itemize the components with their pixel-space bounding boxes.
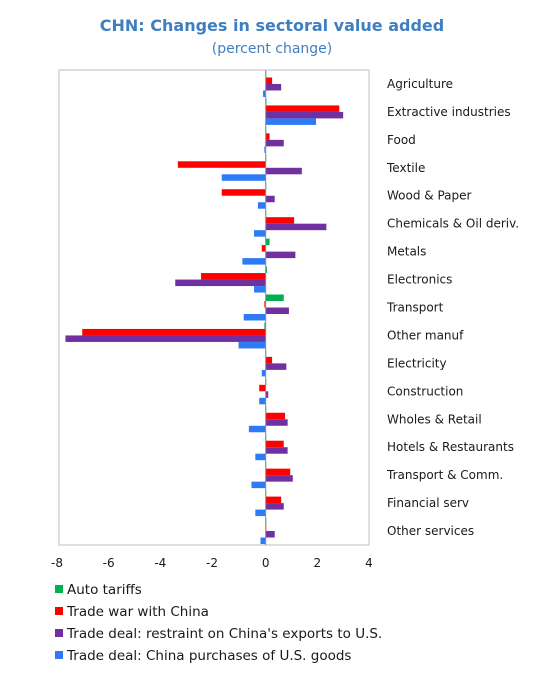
- category-label-food: Food: [387, 133, 416, 147]
- bar-textile-series-4: [221, 174, 266, 181]
- legend-swatch-3: [55, 629, 63, 637]
- bar-wholes-retail-series-4: [248, 425, 266, 433]
- legend-label-4: Trade deal: China purchases of U.S. good…: [66, 648, 351, 664]
- category-label-hotels-restaurants: Hotels & Restaurants: [387, 440, 514, 454]
- category-label-chemicals-oil-deriv: Chemicals & Oil deriv.: [387, 217, 519, 231]
- bar-electricity-series-2: [265, 356, 273, 364]
- bar-hotels-restaurants-series-2: [265, 440, 284, 448]
- bar-construction-series-2: [259, 384, 266, 392]
- x-tick-label: -4: [154, 556, 166, 570]
- x-tick-label: -6: [103, 556, 115, 570]
- bar-transport-series-4: [243, 314, 266, 321]
- bar-other-manuf-series-1: [264, 322, 266, 329]
- x-tick-label: -8: [51, 556, 63, 570]
- bar-other-manuf-series-4: [238, 341, 266, 349]
- x-tick-label: 0: [262, 556, 270, 570]
- bar-wood-paper-series-4: [257, 202, 266, 209]
- bar-transport-series-1: [265, 294, 284, 301]
- x-tick-label: -2: [206, 556, 218, 570]
- bar-food-series-3: [265, 139, 284, 147]
- category-labels: Agriculture Extractive industries Food Text…: [386, 77, 519, 538]
- bar-textile-series-2: [177, 161, 266, 168]
- category-label-extractive-industries: Extractive industries: [387, 105, 511, 119]
- bar-food-series-2: [265, 133, 270, 140]
- bar-electricity-series-3: [265, 363, 287, 370]
- bar-wood-paper-series-2: [221, 189, 266, 196]
- category-label-construction: Construction: [387, 384, 463, 398]
- bar-wood-paper-series-3: [265, 195, 275, 203]
- bar-transport-comm-series-4: [251, 481, 266, 489]
- category-label-financial-serv: Financial serv: [387, 496, 469, 510]
- category-label-other-manuf: Other manuf: [387, 328, 464, 342]
- bar-other-services-series-3: [265, 531, 275, 538]
- bar-agriculture-series-3: [265, 83, 282, 91]
- bar-metals-series-3: [265, 251, 296, 259]
- bar-electronics-series-4: [254, 286, 266, 293]
- bar-food-series-4: [264, 146, 266, 153]
- bar-transport-series-3: [265, 307, 289, 314]
- bar-other-manuf-series-3: [65, 335, 266, 342]
- bar-construction-series-4: [259, 397, 266, 405]
- category-label-transport-comm: Transport & Comm.: [386, 468, 503, 482]
- bar-hotels-restaurants-series-4: [255, 453, 266, 461]
- bar-electronics-series-1: [265, 266, 267, 274]
- chart-subtitle: (percent change): [212, 41, 333, 57]
- bars: [65, 70, 344, 545]
- bar-financial-serv-series-4: [255, 509, 266, 517]
- bar-transport-comm-series-2: [265, 468, 291, 476]
- x-tick-label: 2: [314, 556, 322, 570]
- legend-label-1: Auto tariffs: [67, 582, 142, 598]
- bar-textile-series-3: [265, 167, 302, 175]
- legend-swatch-2: [55, 607, 63, 615]
- bar-electronics-series-3: [175, 279, 266, 287]
- category-label-electronics: Electronics: [387, 273, 452, 287]
- legend-label-2: Trade war with China: [66, 604, 209, 620]
- bar-hotels-restaurants-series-3: [265, 447, 288, 454]
- category-label-metals: Metals: [387, 245, 426, 259]
- category-label-agriculture: Agriculture: [387, 77, 453, 91]
- category-label-electricity: Electricity: [387, 356, 447, 370]
- bar-chemicals-oil-deriv-series-2: [265, 217, 295, 224]
- bar-extractive-industries-series-2: [265, 105, 340, 112]
- bar-chemicals-oil-deriv-series-3: [265, 223, 327, 231]
- legend-swatch-1: [55, 585, 63, 593]
- bar-chemicals-oil-deriv-series-4: [254, 230, 266, 237]
- bar-extractive-industries-series-4: [265, 118, 317, 125]
- bar-wholes-retail-series-2: [265, 412, 286, 420]
- bar-other-services-series-4: [260, 537, 266, 545]
- bar-electricity-series-4: [261, 369, 266, 377]
- bar-transport-comm-series-3: [265, 475, 293, 482]
- bar-transport-series-2: [264, 301, 266, 308]
- category-label-transport: Transport: [386, 301, 444, 315]
- plot-border: [58, 69, 370, 546]
- chart-title: CHN: Changes in sectoral value added: [100, 16, 444, 35]
- category-label-other-services: Other services: [387, 524, 474, 538]
- category-label-wholes-retail: Wholes & Retail: [387, 412, 482, 426]
- bar-construction-series-3: [265, 391, 269, 398]
- legend: Auto tariffs Trade war with China Trade de…: [55, 582, 382, 664]
- category-label-wood-paper: Wood & Paper: [387, 189, 472, 203]
- bar-metals-series-2: [261, 245, 266, 252]
- bar-metals-series-1: [265, 238, 270, 246]
- bar-extractive-industries-series-3: [265, 111, 344, 119]
- bar-agriculture-series-4: [263, 90, 266, 97]
- bar-electronics-series-2: [201, 273, 266, 280]
- legend-swatch-4: [55, 651, 63, 659]
- x-axis: -8 -6 -4 -2 0 2 4: [51, 556, 373, 570]
- bar-agriculture-series-2: [265, 77, 273, 84]
- bar-metals-series-4: [242, 258, 266, 265]
- bar-wholes-retail-series-3: [265, 419, 288, 426]
- plot-area: [58, 69, 370, 546]
- legend-label-3: Trade deal: restraint on China's exports…: [66, 626, 382, 642]
- category-label-textile: Textile: [386, 161, 425, 175]
- bar-financial-serv-series-2: [265, 496, 282, 504]
- bar-financial-serv-series-3: [265, 503, 284, 510]
- x-tick-label: 4: [365, 556, 373, 570]
- bar-other-manuf-series-2: [82, 328, 266, 336]
